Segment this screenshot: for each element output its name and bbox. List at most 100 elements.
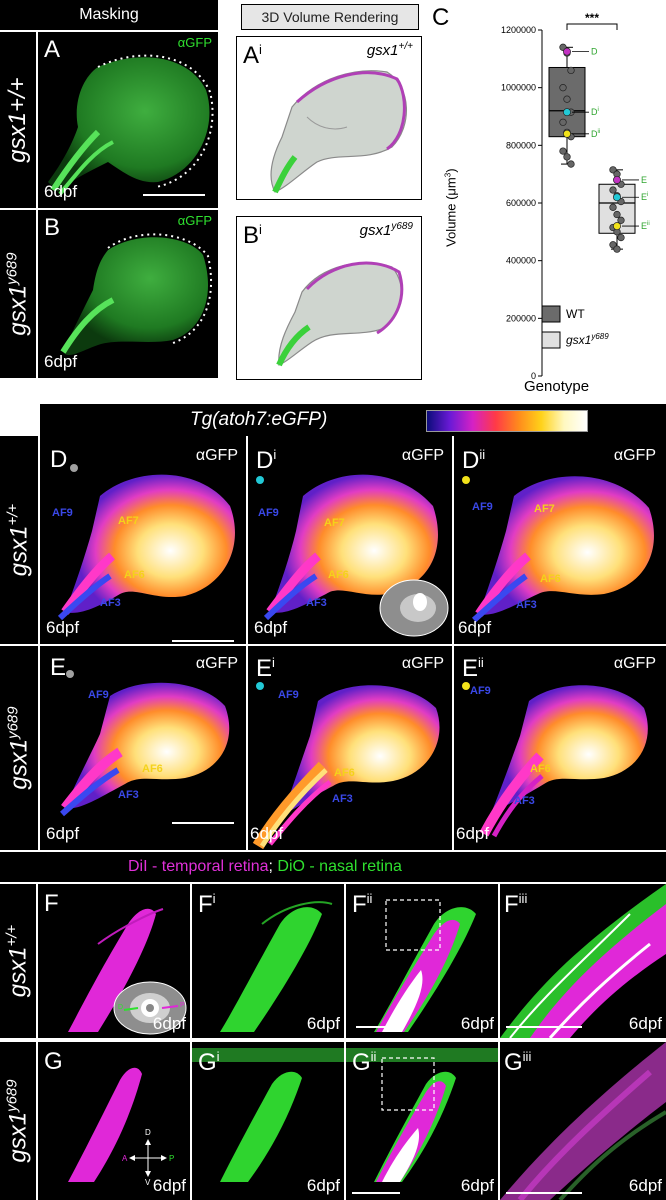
- panel-A-scalebar: [143, 194, 205, 196]
- box-1-highlight-label-0: E: [641, 175, 647, 185]
- box-0-point-11: [567, 160, 575, 168]
- panel-Ei-af3: AF3: [332, 793, 353, 805]
- panel-Giii-label: Giii: [504, 1049, 532, 1076]
- panel-Eii-label: Eii: [462, 655, 484, 682]
- box-0-point-6: [559, 118, 567, 126]
- box-1-point-6: [609, 203, 617, 211]
- box-0-highlight-label-1: Di: [591, 107, 599, 117]
- panel-E-af9: AF9: [88, 689, 109, 701]
- panel-D-scalebar: [172, 640, 234, 642]
- masking-header: Masking: [0, 0, 218, 30]
- row-label-top-wt-text: gsx1+/+: [4, 77, 31, 163]
- box-1-highlight-2: [613, 222, 621, 231]
- panel-Dii-dpf: 6dpf: [458, 618, 492, 637]
- panel-Dii-af9: AF9: [472, 501, 493, 513]
- box-1-highlight-0: [613, 175, 621, 184]
- panel-Fii-image: Fii 6dpf: [346, 884, 498, 1038]
- box-0-highlight-label-0: D: [591, 47, 598, 57]
- panel-A-agfp: αGFP: [177, 35, 212, 50]
- volume-header-text: 3D Volume Rendering: [261, 9, 399, 25]
- panel-Ei-af9: AF9: [278, 689, 299, 701]
- panel-Eii-dpf: 6dpf: [456, 824, 490, 843]
- panel-A-label: A: [44, 36, 61, 63]
- panel-Fii-axons-svg: [374, 899, 476, 1032]
- panel-Dii-dot: [462, 476, 470, 484]
- panel-G-dpf: 6dpf: [152, 1176, 186, 1195]
- axis-p-label: P: [169, 1154, 175, 1163]
- box-1-highlight-1: [613, 193, 621, 202]
- panel-D-label: D: [50, 446, 68, 473]
- row-label-fg-mut-text: gsx1y689: [3, 1079, 32, 1163]
- row-label-top-mut: gsx1y689: [0, 210, 36, 378]
- panel-Eii-af9: AF9: [470, 685, 491, 697]
- panel-Fi-dpf: 6dpf: [306, 1014, 340, 1033]
- panel-Ei-label: Ei: [256, 655, 275, 682]
- panel-Di-af6: AF6: [328, 569, 349, 581]
- panel-Ei-agfp: αGFP: [401, 655, 444, 672]
- panel-Ai-genotype: gsx1+/+: [366, 41, 413, 59]
- panel-F-image: F D P 6dpf: [38, 884, 190, 1038]
- panel-D-agfp: αGFP: [195, 447, 238, 464]
- dio-label: DiO - nasal retina: [272, 858, 402, 875]
- row-label-fg-mut: gsx1y689: [0, 1042, 36, 1200]
- panel-Ai-render-svg: [270, 70, 407, 194]
- panel-Di-label: Di: [256, 447, 277, 474]
- row-label-top-mut-text: gsx1y689: [3, 252, 32, 336]
- box-0-point-9: [559, 147, 567, 155]
- panel-G-image: G D V A P 6dpf: [38, 1042, 190, 1200]
- row-label-fg-wt: gsx1+/+: [0, 884, 36, 1038]
- box-1-point-3: [609, 186, 617, 194]
- panel-Fii-dpf: 6dpf: [460, 1014, 494, 1033]
- panel-E-label: E: [50, 654, 67, 681]
- panel-C-chart: 0 200000 400000 600000 800000 1000000 1200000 D…: [430, 0, 666, 400]
- panel-Ei-image: Ei αGFP AF9 AF6 AF3 6dpf: [248, 646, 452, 850]
- box-1-point-8: [617, 216, 625, 224]
- box-1-point-11: [617, 233, 625, 242]
- panel-Ei-dot: [256, 682, 264, 690]
- panel-D-dot: [70, 464, 78, 472]
- panel-F-label: F: [44, 890, 59, 917]
- panel-Di-af9: AF9: [258, 507, 279, 519]
- legend-label-0: WT: [566, 307, 585, 321]
- chart-ytick-label-3: 600000: [506, 198, 536, 208]
- box-0-highlight-1: [563, 108, 571, 117]
- chart-ytick-label-6: 1200000: [501, 25, 536, 35]
- panel-Ei-dpf: 6dpf: [250, 824, 284, 843]
- panel-Ai-render: Ai gsx1+/+: [236, 36, 422, 200]
- atoh7-header-text: Tg(atoh7:eGFP): [190, 409, 328, 430]
- chart-ytick-label-2: 400000: [506, 256, 536, 266]
- eye-p-label: P: [180, 1002, 185, 1009]
- legend-swatch-1: [541, 331, 561, 349]
- panel-E-image: E αGFP AF9 AF6 AF3 6dpf: [40, 646, 246, 850]
- axis-d-label: D: [145, 1128, 151, 1137]
- panel-E-agfp: αGFP: [195, 655, 238, 672]
- panel-Bi-label: Bi: [243, 222, 262, 249]
- panel-Giii-axons-svg: [500, 1042, 666, 1200]
- panel-Dii-tectum-svg: [472, 476, 654, 623]
- panel-Gi-dpf: 6dpf: [306, 1176, 340, 1195]
- panel-D-dpf: 6dpf: [46, 618, 80, 637]
- panel-D-tectum-svg: [57, 474, 235, 621]
- panel-A-dpf: 6dpf: [44, 182, 78, 201]
- panel-Fi-label: Fi: [198, 891, 216, 918]
- panel-Eii-tectum-svg: [479, 685, 648, 838]
- panel-Di-image: Di αGFP AF9 AF7 AF6 AF3 6dpf: [248, 436, 452, 644]
- panel-Bi-genotype: gsx1y689: [359, 221, 413, 239]
- panel-Dii-label: Dii: [462, 447, 486, 474]
- panel-G-axons-svg: [68, 1067, 167, 1182]
- row-label-de-wt-text: gsx1+/+: [4, 503, 33, 577]
- panel-Giii-dpf: 6dpf: [628, 1176, 662, 1195]
- panel-G-label: G: [44, 1048, 63, 1075]
- panel-Ei-tectum-svg: [252, 685, 440, 850]
- dil-dio-header-text: DiI - temporal retina; DiO - nasal retin…: [128, 858, 402, 876]
- panel-Di-tectum-svg: [263, 474, 449, 637]
- panel-Di-dot: [256, 476, 264, 484]
- panel-B-image: B αGFP 6dpf: [38, 210, 218, 378]
- box-0-highlight-label-2: Dii: [591, 129, 600, 139]
- panel-A-image: A αGFP 6dpf: [38, 32, 218, 208]
- panel-Bi-render: Bi gsx1y689: [236, 216, 422, 380]
- header-separator: ;: [268, 858, 273, 875]
- panel-E-dot: [66, 670, 74, 678]
- box-1-point-13: [613, 245, 621, 253]
- chart-ytick-label-5: 1000000: [501, 83, 536, 93]
